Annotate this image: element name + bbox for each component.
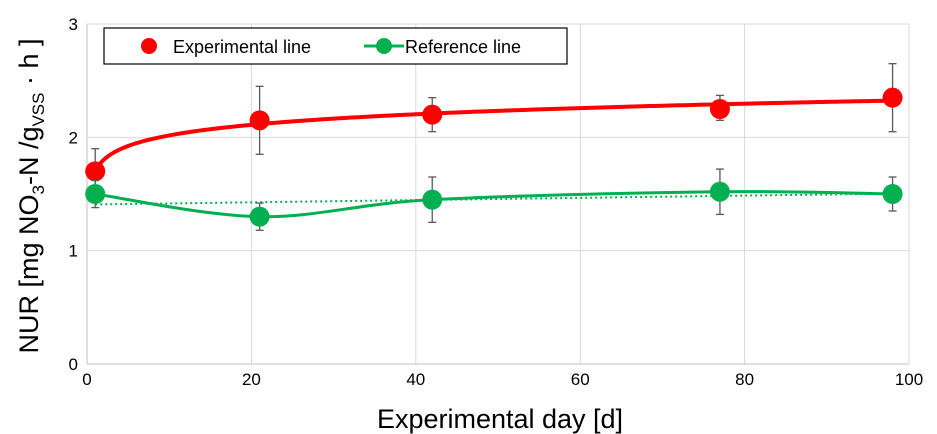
y-tick-labels: 0 1 2 3 [69, 15, 78, 374]
x-tick-label: 0 [82, 370, 91, 389]
reference-linear-trend [95, 192, 893, 206]
legend-label-experimental: Experimental line [173, 37, 311, 57]
legend-box [103, 27, 568, 65]
legend-marker-experimental [141, 38, 157, 54]
reference-data-point [709, 181, 730, 202]
reference-data-point [422, 189, 443, 210]
experimental-data-point [85, 161, 106, 182]
experimental-data-point [422, 104, 443, 125]
reference-data-point [882, 184, 903, 204]
y-axis-title-suffix: · h ] [14, 38, 44, 92]
y-tick-label: 3 [69, 15, 78, 34]
x-tick-label: 60 [571, 370, 590, 389]
legend-marker-reference [376, 38, 392, 54]
y-axis-title-mid: -N /g [14, 127, 44, 186]
y-axis-title-sub1: 3 [29, 185, 48, 194]
y-tick-label: 0 [69, 355, 78, 374]
experimental-trend-line [93, 98, 893, 172]
legend-label-reference: Reference line [405, 37, 521, 57]
experimental-data-point [882, 87, 903, 108]
reference-smooth-line [95, 190, 893, 219]
experimental-data-point [709, 99, 730, 119]
grid [86, 23, 910, 365]
x-tick-label: 100 [895, 370, 923, 389]
y-axis-title-prefix: NUR [mg NO [14, 195, 44, 354]
y-tick-label: 2 [69, 128, 78, 147]
series-layer [85, 63, 903, 231]
experimental-data-point [249, 110, 270, 131]
y-tick-label: 1 [69, 242, 78, 261]
y-axis-title: NUR [mg NO3-N /gVSS · h ] [14, 38, 48, 353]
axes [86, 24, 909, 365]
reference-data-point [249, 206, 270, 227]
x-tick-label: 80 [735, 370, 754, 389]
x-tick-label: 40 [406, 370, 425, 389]
reference-data-point [85, 184, 106, 204]
x-axis-title: Experimental day [d] [377, 404, 623, 434]
legend: Experimental line Reference line [103, 27, 568, 65]
y-axis-title-sub2: VSS [29, 92, 48, 126]
x-tick-labels: 0 20 40 60 80 100 [82, 370, 923, 389]
x-tick-label: 20 [242, 370, 261, 389]
